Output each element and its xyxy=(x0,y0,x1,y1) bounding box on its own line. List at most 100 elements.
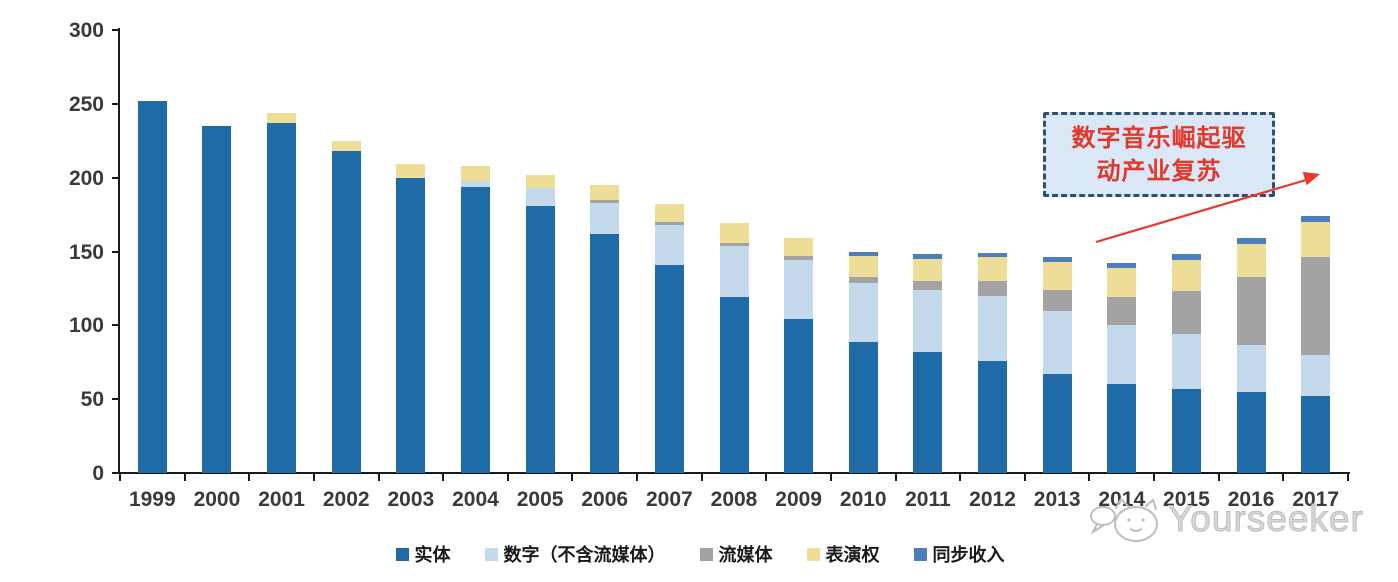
bar-segment-实体 xyxy=(1301,396,1331,473)
bar-segment-流媒体 xyxy=(719,242,749,246)
bar-segment-表演权 xyxy=(719,223,749,243)
bar-segment-实体 xyxy=(978,360,1008,473)
bar-segment-流媒体 xyxy=(590,199,620,203)
bar-segment-数字（不含流媒体） xyxy=(848,282,878,342)
y-tick-mark xyxy=(112,472,119,474)
annotation-arrow-icon xyxy=(1095,171,1320,244)
y-tick-label: 50 xyxy=(80,388,104,412)
bar-segment-表演权 xyxy=(1301,221,1331,258)
x-tick-label: 2000 xyxy=(193,488,241,511)
bar-segment-表演权 xyxy=(784,238,814,256)
bar-segment-表演权 xyxy=(267,112,297,124)
x-tick-mark xyxy=(765,473,768,481)
bar-segment-同步收入 xyxy=(1236,238,1266,245)
legend-item: 实体 xyxy=(395,541,451,567)
bar-segment-同步收入 xyxy=(1301,216,1331,222)
x-tick-mark xyxy=(506,473,509,481)
y-tick-label: 150 xyxy=(68,240,104,264)
x-tick-mark xyxy=(1153,473,1156,481)
watermark-logo-icon xyxy=(1090,497,1158,542)
y-tick-mark xyxy=(112,176,119,179)
bar-segment-流媒体 xyxy=(654,221,684,225)
bar-segment-实体 xyxy=(1171,388,1201,473)
legend-item: 表演权 xyxy=(806,541,880,567)
legend-label: 同步收入 xyxy=(932,545,1005,566)
x-tick-label: 2009 xyxy=(775,488,822,511)
bar-segment-同步收入 xyxy=(1107,263,1137,268)
legend-swatch xyxy=(395,547,409,561)
bar-segment-表演权 xyxy=(978,257,1008,282)
legend-swatch xyxy=(484,547,498,561)
bar-segment-流媒体 xyxy=(913,281,943,290)
legend-label: 实体 xyxy=(414,545,451,566)
watermark-text: Yourseeker xyxy=(1168,498,1364,539)
annotation-callout-box: 数字音乐崛起驱 动产业复苏 xyxy=(1043,112,1275,197)
y-tick-label: 100 xyxy=(68,314,104,338)
legend-item: 数字（不含流媒体） xyxy=(484,541,666,567)
legend-label: 流媒体 xyxy=(718,545,773,566)
x-tick-label: 2007 xyxy=(646,488,693,511)
legend: 实体 数字（不含流媒体） 流媒体 表演权 同步收入 xyxy=(110,541,1290,567)
x-tick-mark xyxy=(1023,473,1026,481)
bar-segment-实体 xyxy=(137,100,167,473)
x-tick-mark xyxy=(571,473,574,481)
bar-segment-数字（不含流媒体） xyxy=(978,295,1008,361)
bar-segment-流媒体 xyxy=(978,281,1008,296)
bar-segment-表演权 xyxy=(331,140,361,152)
x-tick-label: 2016 xyxy=(1227,488,1275,511)
bar-segment-表演权 xyxy=(1236,244,1266,277)
bar-segment-实体 xyxy=(1042,374,1072,473)
x-tick-mark xyxy=(183,473,186,481)
annotation-text-line1: 数字音乐崛起驱 xyxy=(1071,123,1247,153)
x-tick-label: 2012 xyxy=(969,488,1016,511)
x-tick-label: 2006 xyxy=(581,488,629,511)
bar-segment-实体 xyxy=(331,151,361,473)
x-tick-label: 2001 xyxy=(258,488,305,511)
bar-segment-实体 xyxy=(202,125,232,473)
annotation-text-line2: 动产业复苏 xyxy=(1096,155,1222,185)
bar-segment-同步收入 xyxy=(978,252,1008,258)
bar-segment-实体 xyxy=(848,341,878,473)
y-tick-label: 250 xyxy=(68,92,104,116)
x-tick-mark xyxy=(312,473,315,481)
x-tick-label: 2013 xyxy=(1033,488,1081,511)
x-tick-mark xyxy=(1088,473,1091,481)
x-tick-label: 2005 xyxy=(516,488,564,511)
x-tick-label: 2004 xyxy=(452,488,499,511)
legend-label: 表演权 xyxy=(825,545,880,566)
bar-segment-实体 xyxy=(267,123,297,473)
bar-segment-表演权 xyxy=(848,255,878,277)
x-tick-label: 2003 xyxy=(387,488,435,511)
y-tick-mark xyxy=(112,398,119,401)
bar-segment-同步收入 xyxy=(1042,257,1072,262)
x-tick-label: 2015 xyxy=(1163,488,1210,511)
bar-segment-实体 xyxy=(525,205,555,473)
legend-swatch xyxy=(913,547,927,561)
bar-segment-实体 xyxy=(1107,384,1137,473)
bar-segment-表演权 xyxy=(1042,261,1072,290)
bar-segment-实体 xyxy=(784,319,814,473)
y-tick-label: 200 xyxy=(68,166,104,190)
bar-segment-同步收入 xyxy=(848,251,878,256)
bar-segment-流媒体 xyxy=(1107,297,1137,326)
y-tick-mark xyxy=(112,102,119,105)
x-tick-mark xyxy=(829,473,832,481)
x-tick-mark xyxy=(1347,473,1349,481)
y-tick-mark xyxy=(112,29,119,31)
legend-label: 数字（不含流媒体） xyxy=(503,545,666,566)
x-tick-label: 1999 xyxy=(128,488,176,511)
bar-segment-数字（不含流媒体） xyxy=(913,289,943,352)
bar-segment-数字（不含流媒体） xyxy=(1171,334,1201,389)
y-tick-mark xyxy=(112,324,119,327)
bar-segment-实体 xyxy=(396,177,426,473)
x-tick-mark xyxy=(894,473,897,481)
bar-segment-实体 xyxy=(654,264,684,473)
bar-segment-表演权 xyxy=(1107,267,1137,298)
bar-segment-数字（不含流媒体） xyxy=(784,260,814,320)
bar-segment-流媒体 xyxy=(1301,257,1331,355)
bar-segment-流媒体 xyxy=(1236,276,1266,345)
bar-segment-流媒体 xyxy=(848,276,878,283)
y-tick-label: 300 xyxy=(68,19,104,42)
x-tick-label: 2017 xyxy=(1292,488,1340,511)
